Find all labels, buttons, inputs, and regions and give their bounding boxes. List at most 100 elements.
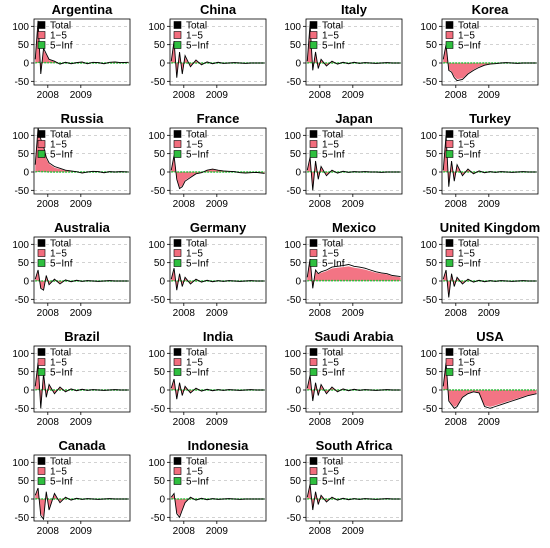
legend-swatch xyxy=(37,467,46,475)
legend-swatch xyxy=(37,130,46,138)
y-tick-label: 0 xyxy=(295,386,301,397)
plot-area xyxy=(34,362,129,409)
y-tick-label: 0 xyxy=(431,168,437,179)
legend-swatch xyxy=(173,31,182,39)
series-total-line xyxy=(34,362,129,409)
y-tick-label: 100 xyxy=(420,240,437,251)
legend-label: Total xyxy=(458,239,479,250)
legend-label: 1−5 xyxy=(322,140,339,151)
x-tick-label: 2009 xyxy=(478,417,501,428)
legend-swatch xyxy=(309,31,318,39)
legend-label: 5−Inf xyxy=(458,368,481,379)
plot-area xyxy=(34,20,129,75)
legend-swatch xyxy=(173,41,182,49)
y-tick-label: -50 xyxy=(151,404,166,415)
plot-area xyxy=(170,492,265,519)
x-tick-label: 2008 xyxy=(309,526,332,537)
legend-label: 1−5 xyxy=(186,358,203,369)
legend-swatch xyxy=(445,130,454,138)
legend-swatch xyxy=(309,477,318,485)
y-tick-label: 100 xyxy=(12,349,29,360)
plot-frame xyxy=(441,345,539,413)
legend-swatch xyxy=(37,358,46,366)
y-tick-label: 0 xyxy=(295,277,301,288)
series-1-5-area xyxy=(443,46,537,80)
y-tick-label: 50 xyxy=(18,476,30,487)
legend-label: 1−5 xyxy=(458,140,475,151)
legend-swatch xyxy=(37,150,46,158)
legend-swatch xyxy=(173,140,182,148)
legend-swatch xyxy=(445,348,454,356)
plot-frame xyxy=(169,127,267,195)
legend-label: Total xyxy=(458,348,479,359)
legend-label: Total xyxy=(186,21,207,32)
y-tick-label: -50 xyxy=(423,404,438,415)
legend-swatch xyxy=(173,249,182,257)
plot-frame xyxy=(33,127,131,195)
series-1-5-area xyxy=(307,377,401,400)
y-tick-label: 50 xyxy=(290,367,302,378)
legend-swatch xyxy=(37,477,46,485)
y-tick-label: -50 xyxy=(15,295,30,306)
legend-label: Total xyxy=(322,21,343,32)
series-1-5-area xyxy=(171,270,265,290)
x-tick-label: 2008 xyxy=(173,417,196,428)
plot-area xyxy=(34,269,129,291)
y-tick-label: -50 xyxy=(287,186,302,197)
legend-label: 5−Inf xyxy=(186,150,209,161)
x-tick-label: 2008 xyxy=(37,199,60,210)
legend-label: Total xyxy=(50,348,71,359)
series-1-5-area xyxy=(35,489,129,518)
series-total-line xyxy=(306,484,401,511)
plot-frame xyxy=(33,18,131,86)
y-tick-label: 50 xyxy=(18,40,30,51)
panel-title: South Africa xyxy=(316,438,394,453)
legend-swatch xyxy=(173,130,182,138)
legend-label: 1−5 xyxy=(322,467,339,478)
legend-swatch xyxy=(309,348,318,356)
plot-frame xyxy=(305,127,403,195)
panel-title: Canada xyxy=(59,438,107,453)
series-total-line xyxy=(34,487,129,521)
legend-label: 5−Inf xyxy=(50,150,73,161)
legend-label: 1−5 xyxy=(322,31,339,42)
y-tick-label: 50 xyxy=(426,149,438,160)
panel-title: Korea xyxy=(472,2,510,17)
y-tick-label: 50 xyxy=(426,367,438,378)
x-tick-label: 2008 xyxy=(309,90,332,101)
plot-frame xyxy=(305,236,403,304)
legend-swatch xyxy=(309,140,318,148)
y-tick-label: -50 xyxy=(15,404,30,415)
y-tick-label: 100 xyxy=(148,22,165,33)
y-tick-label: -50 xyxy=(423,186,438,197)
legend-label: 1−5 xyxy=(50,140,67,151)
y-tick-label: 0 xyxy=(23,277,29,288)
y-tick-label: 50 xyxy=(18,258,30,269)
legend-label: 1−5 xyxy=(50,467,67,478)
y-tick-label: 50 xyxy=(426,40,438,51)
series-total-line xyxy=(170,40,265,78)
series-total-line xyxy=(442,362,537,409)
plot-frame xyxy=(169,454,267,522)
legend-swatch xyxy=(445,358,454,366)
panel-title: China xyxy=(200,2,237,17)
legend-label: 1−5 xyxy=(186,140,203,151)
legend-label: Total xyxy=(322,348,343,359)
legend-swatch xyxy=(173,368,182,376)
x-tick-label: 2009 xyxy=(478,90,501,101)
panel-title: Turkey xyxy=(469,111,511,126)
y-tick-label: 100 xyxy=(148,131,165,142)
plot-frame xyxy=(441,236,539,304)
panel-title: Australia xyxy=(54,220,110,235)
panel-title: France xyxy=(197,111,240,126)
y-tick-label: 100 xyxy=(12,131,29,142)
panel-title: Germany xyxy=(190,220,247,235)
